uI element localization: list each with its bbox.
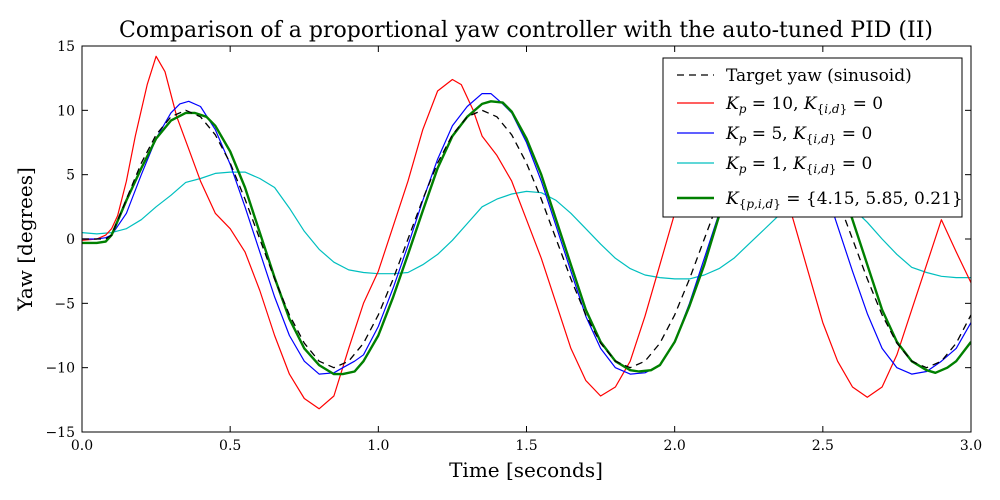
y-axis-label: Yaw [degrees] <box>13 167 37 312</box>
legend-box <box>662 57 963 218</box>
legend-label-kp10: Kp = 10, K{i,d} = 0 <box>725 94 883 116</box>
y-tick-label: 5 <box>66 168 75 184</box>
x-tick-label: 2.0 <box>664 438 686 454</box>
y-tick-label: 10 <box>57 103 75 119</box>
legend-label-kp1: Kp = 1, K{i,d} = 0 <box>725 154 872 176</box>
x-tick-label: 1.0 <box>367 438 389 454</box>
legend-label-kp5: Kp = 5, K{i,d} = 0 <box>725 124 872 146</box>
x-tick-label: 3.0 <box>960 438 982 454</box>
ticks-layer: 0.0 0.5 1.0 1.5 2.0 2.5 3.0 −15 −10 −5 0 5 10 15 <box>45 39 982 454</box>
x-tick-label: 0.5 <box>219 438 241 454</box>
legend-label-pid: K{p,i,d} = {4.15, 5.85, 0.21} <box>725 189 963 211</box>
y-tick-label: −10 <box>45 361 75 377</box>
series-line-kp10 <box>82 55 971 410</box>
y-tick-label: −15 <box>45 425 75 441</box>
legend: Target yaw (sinusoid) Kp = 10, K{i,d} = … <box>662 57 963 218</box>
y-tick-label: −5 <box>54 296 75 312</box>
legend-label-target: Target yaw (sinusoid) <box>726 66 912 86</box>
x-axis-label: Time [seconds] <box>449 458 603 482</box>
x-tick-label: 2.5 <box>812 438 834 454</box>
x-tick-label: 0.0 <box>71 438 93 454</box>
plot-frame <box>81 45 972 433</box>
chart-title: Comparison of a proportional yaw control… <box>119 18 933 43</box>
y-tick-label: 0 <box>66 232 75 248</box>
y-tick-label: 15 <box>57 39 75 55</box>
x-tick-label: 1.5 <box>515 438 537 454</box>
